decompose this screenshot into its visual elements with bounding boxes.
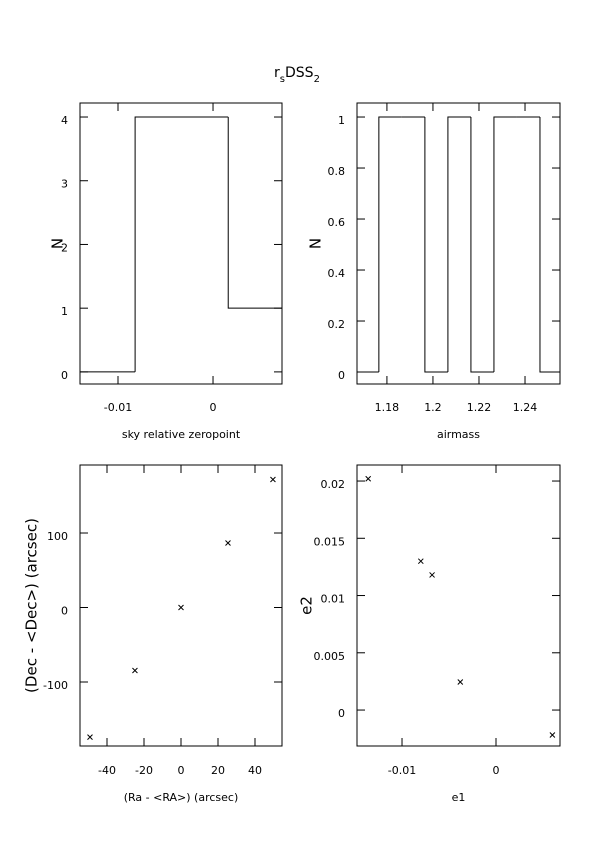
y-tick-label: 0.2: [328, 318, 346, 331]
title-part: s: [280, 74, 285, 85]
y-tick-label: 0: [338, 369, 345, 382]
x-axis-label: sky relative zeropoint: [122, 428, 241, 441]
plot-frame: [79, 464, 283, 747]
y-tick-label: 2: [61, 241, 68, 254]
y-axis-label: e2: [298, 596, 316, 615]
chart-title: rsDSS2: [274, 65, 320, 85]
y-tick-label: 0.005: [314, 650, 346, 663]
x-tick-label: -40: [98, 764, 116, 777]
scatter-point: [429, 572, 435, 578]
scatter-point: [178, 604, 184, 611]
scatter-point: [457, 679, 464, 685]
x-axis-label: (Ra - <RA>) (arcsec): [124, 791, 239, 804]
plot-area: [87, 476, 276, 740]
y-tick-label: 1: [338, 114, 345, 127]
histogram-bar: [134, 116, 229, 372]
scatter-point: [549, 732, 556, 738]
x-axis-label: airmass: [437, 428, 480, 441]
y-tick-label: 100: [47, 530, 68, 543]
y-axis-label: N: [307, 238, 325, 249]
y-tick-label: 0.01: [321, 593, 346, 606]
plot-area: [357, 116, 560, 373]
x-axis-label: e1: [452, 791, 466, 804]
histogram-bar: [378, 116, 402, 373]
y-tick-label: 0.4: [328, 267, 346, 280]
scatter-point: [365, 475, 372, 482]
y-tick-label: 1: [61, 305, 68, 318]
title-part: r: [274, 65, 280, 81]
y-tick-label: -100: [43, 679, 68, 692]
histogram-bar: [447, 116, 471, 373]
histogram-bar: [470, 117, 494, 373]
x-tick-label: 1.22: [467, 401, 492, 414]
scatter-point: [225, 540, 231, 546]
plot-frame: [356, 464, 561, 747]
plot-frame: [79, 102, 283, 385]
title-part: 2: [314, 74, 320, 85]
y-tick-label: 0: [61, 369, 68, 382]
y-tick-label: 4: [61, 114, 68, 127]
histogram-bar: [493, 116, 517, 373]
y-tick-label: 0.02: [321, 478, 346, 491]
histogram-bar: [227, 117, 282, 309]
y-tick-label: 0: [61, 605, 68, 618]
x-tick-label: 1.24: [513, 401, 538, 414]
x-tick-label: 0: [492, 764, 499, 777]
y-tick-label: 0.015: [314, 535, 346, 548]
x-tick-label: 20: [211, 764, 225, 777]
scatter-point: [270, 476, 276, 483]
x-tick-label: -0.01: [388, 764, 416, 777]
y-tick-label: 3: [61, 178, 68, 191]
plot-area: [365, 475, 556, 738]
x-tick-label: 40: [248, 764, 262, 777]
histogram-bar: [424, 117, 448, 373]
y-tick-label: 0.8: [328, 165, 346, 178]
histogram-bar: [539, 117, 560, 373]
x-tick-label: -0.01: [104, 401, 132, 414]
scatter-point: [87, 734, 93, 740]
scatter-point: [417, 558, 424, 565]
x-tick-label: 1.18: [375, 401, 400, 414]
y-axis-label: (Dec - <Dec>) (arcsec): [23, 518, 41, 693]
y-tick-label: 0.6: [328, 216, 346, 229]
x-tick-label: 0: [210, 401, 217, 414]
x-tick-label: 0: [178, 764, 185, 777]
plot-frame: [356, 102, 561, 385]
y-axis-label: N: [49, 238, 67, 249]
x-tick-label: 1.2: [424, 401, 442, 414]
scatter-point: [132, 667, 138, 674]
plot-area: [80, 116, 282, 373]
title-part: DSS: [285, 65, 314, 81]
y-tick-label: 0: [338, 707, 345, 720]
x-tick-label: -20: [135, 764, 153, 777]
